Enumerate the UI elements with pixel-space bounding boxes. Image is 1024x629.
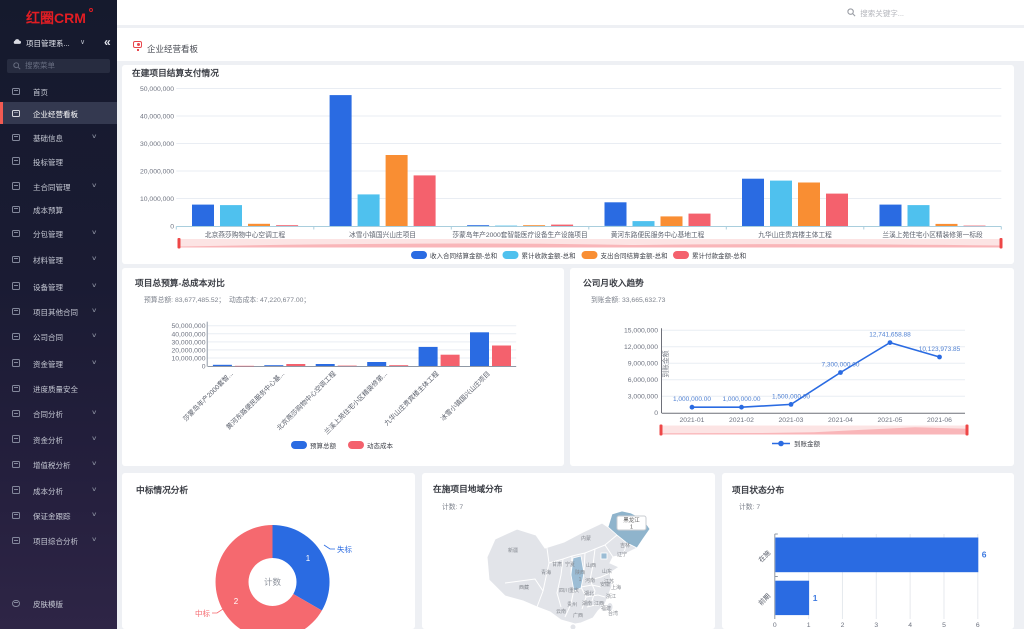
- svg-text:5: 5: [942, 622, 946, 629]
- svg-text:九华山庄贵宾楼主体工程: 九华山庄贵宾楼主体工程: [382, 369, 441, 428]
- svg-text:内蒙: 内蒙: [581, 535, 591, 542]
- svg-text:上海: 上海: [611, 584, 621, 591]
- svg-text:50,000,000: 50,000,000: [171, 323, 205, 330]
- svg-text:0: 0: [654, 410, 658, 417]
- svg-text:甘肃: 甘肃: [552, 561, 562, 568]
- svg-text:新疆: 新疆: [508, 547, 518, 554]
- svg-text:10,000,000: 10,000,000: [140, 196, 174, 203]
- svg-text:0: 0: [202, 364, 206, 371]
- svg-text:2021-06: 2021-06: [927, 417, 952, 424]
- svg-text:1: 1: [813, 593, 818, 603]
- svg-text:冰雪小镇国兴山庄项目: 冰雪小镇国兴山庄项目: [438, 369, 492, 423]
- svg-text:陕西: 陕西: [575, 569, 585, 576]
- svg-text:莎蒙岛年产2000套智能医疗设备生产设施项目: 莎蒙岛年产2000套智能医疗设备生产设施项目: [452, 230, 587, 239]
- svg-text:青海: 青海: [541, 569, 551, 576]
- svg-text:40,000,000: 40,000,000: [171, 331, 205, 338]
- svg-text:2021-05: 2021-05: [878, 417, 903, 424]
- svg-text:1,000,000.00: 1,000,000.00: [673, 396, 711, 403]
- svg-text:30,000,000: 30,000,000: [171, 339, 205, 346]
- svg-text:支出合同结算金额-总和: 支出合同结算金额-总和: [601, 251, 668, 260]
- svg-text:失标: 失标: [337, 544, 352, 554]
- svg-text:3: 3: [874, 622, 878, 629]
- svg-text:12,741,658.88: 12,741,658.88: [869, 332, 911, 339]
- svg-text:黄河东路便民服务中心基地工程: 黄河东路便民服务中心基地工程: [611, 230, 705, 239]
- svg-text:黑龙江: 黑龙江: [623, 516, 640, 524]
- svg-text:西藏: 西藏: [519, 584, 529, 591]
- svg-text:0: 0: [773, 622, 777, 629]
- svg-text:山西: 山西: [586, 562, 596, 569]
- svg-text:预算总额: 预算总额: [310, 441, 337, 450]
- svg-text:2: 2: [234, 597, 239, 606]
- svg-text:福建: 福建: [601, 605, 611, 612]
- svg-text:3,000,000: 3,000,000: [628, 394, 658, 401]
- svg-text:宁夏: 宁夏: [565, 561, 575, 568]
- svg-text:辽宁: 辽宁: [617, 551, 627, 558]
- svg-text:山东: 山东: [602, 568, 612, 575]
- svg-text:北京燕莎购物中心空调工程: 北京燕莎购物中心空调工程: [275, 369, 338, 432]
- svg-text:10,000,000: 10,000,000: [171, 355, 205, 362]
- svg-text:1: 1: [306, 554, 311, 563]
- svg-text:九华山庄贵宾楼主体工程: 九华山庄贵宾楼主体工程: [758, 230, 832, 239]
- svg-text:0: 0: [170, 224, 174, 231]
- svg-text:河南: 河南: [585, 577, 595, 584]
- svg-text:北京燕莎购物中心空调工程: 北京燕莎购物中心空调工程: [205, 230, 286, 239]
- svg-text:云南: 云南: [556, 608, 566, 615]
- svg-text:2021-04: 2021-04: [828, 417, 853, 424]
- svg-text:9,000,000: 9,000,000: [628, 361, 658, 368]
- svg-text:50,000,000: 50,000,000: [140, 86, 174, 93]
- svg-text:冰雪小镇国兴山庄项目: 冰雪小镇国兴山庄项目: [349, 230, 416, 239]
- svg-text:浙江: 浙江: [606, 593, 616, 600]
- svg-text:贵州: 贵州: [567, 601, 577, 608]
- svg-text:累计付款金额-总和: 累计付款金额-总和: [692, 251, 746, 260]
- svg-text:湖南: 湖南: [582, 600, 592, 607]
- svg-text:广西: 广西: [573, 612, 583, 619]
- svg-text:2: 2: [841, 622, 845, 629]
- svg-text:计数: 计数: [264, 577, 282, 587]
- svg-text:安徽: 安徽: [600, 581, 610, 588]
- svg-text:30,000,000: 30,000,000: [140, 141, 174, 148]
- svg-text:7,300,000.00: 7,300,000.00: [822, 362, 860, 369]
- svg-text:动态成本: 动态成本: [367, 441, 394, 450]
- svg-text:1: 1: [579, 577, 582, 583]
- svg-text:莎蒙岛年产2000套智...: 莎蒙岛年产2000套智...: [181, 369, 235, 423]
- svg-text:江西: 江西: [594, 600, 604, 607]
- svg-text:40,000,000: 40,000,000: [140, 114, 174, 121]
- svg-text:2021-01: 2021-01: [680, 417, 705, 424]
- svg-text:兰溪上苑住宅小区精装修第一标段: 兰溪上苑住宅小区精装修第一标段: [882, 230, 983, 239]
- svg-text:4: 4: [908, 622, 912, 629]
- svg-text:吉林: 吉林: [620, 542, 630, 549]
- svg-text:6: 6: [976, 622, 980, 629]
- svg-text:收入合同结算金额-总和: 收入合同结算金额-总和: [430, 251, 497, 260]
- svg-text:1,000,000.00: 1,000,000.00: [723, 396, 761, 403]
- svg-text:黄河东路便民服务中心基...: 黄河东路便民服务中心基...: [224, 369, 286, 431]
- svg-text:12,000,000: 12,000,000: [624, 344, 658, 351]
- svg-text:2021-02: 2021-02: [729, 417, 754, 424]
- svg-text:10,123,973.85: 10,123,973.85: [919, 346, 961, 353]
- svg-text:15,000,000: 15,000,000: [624, 328, 658, 335]
- svg-text:20,000,000: 20,000,000: [171, 347, 205, 354]
- svg-text:2021-03: 2021-03: [779, 417, 804, 424]
- svg-text:湖北: 湖北: [584, 590, 594, 597]
- svg-text:江苏: 江苏: [604, 578, 614, 585]
- svg-text:台湾: 台湾: [608, 610, 618, 617]
- svg-text:到账金额: 到账金额: [794, 439, 821, 448]
- svg-text:20,000,000: 20,000,000: [140, 169, 174, 176]
- svg-text:6: 6: [982, 550, 987, 560]
- svg-text:重庆: 重庆: [569, 587, 579, 594]
- svg-text:在施: 在施: [756, 548, 772, 564]
- svg-text:累计收款金额-总和: 累计收款金额-总和: [522, 251, 576, 260]
- svg-text:到账金额: 到账金额: [661, 350, 670, 377]
- svg-text:前期: 前期: [756, 591, 772, 607]
- svg-text:中标: 中标: [195, 608, 210, 618]
- svg-text:1,500,000.00: 1,500,000.00: [772, 393, 810, 400]
- svg-text:1: 1: [807, 622, 811, 629]
- svg-text:四川: 四川: [559, 588, 569, 594]
- svg-text:6,000,000: 6,000,000: [628, 377, 658, 384]
- svg-text:1: 1: [630, 525, 633, 531]
